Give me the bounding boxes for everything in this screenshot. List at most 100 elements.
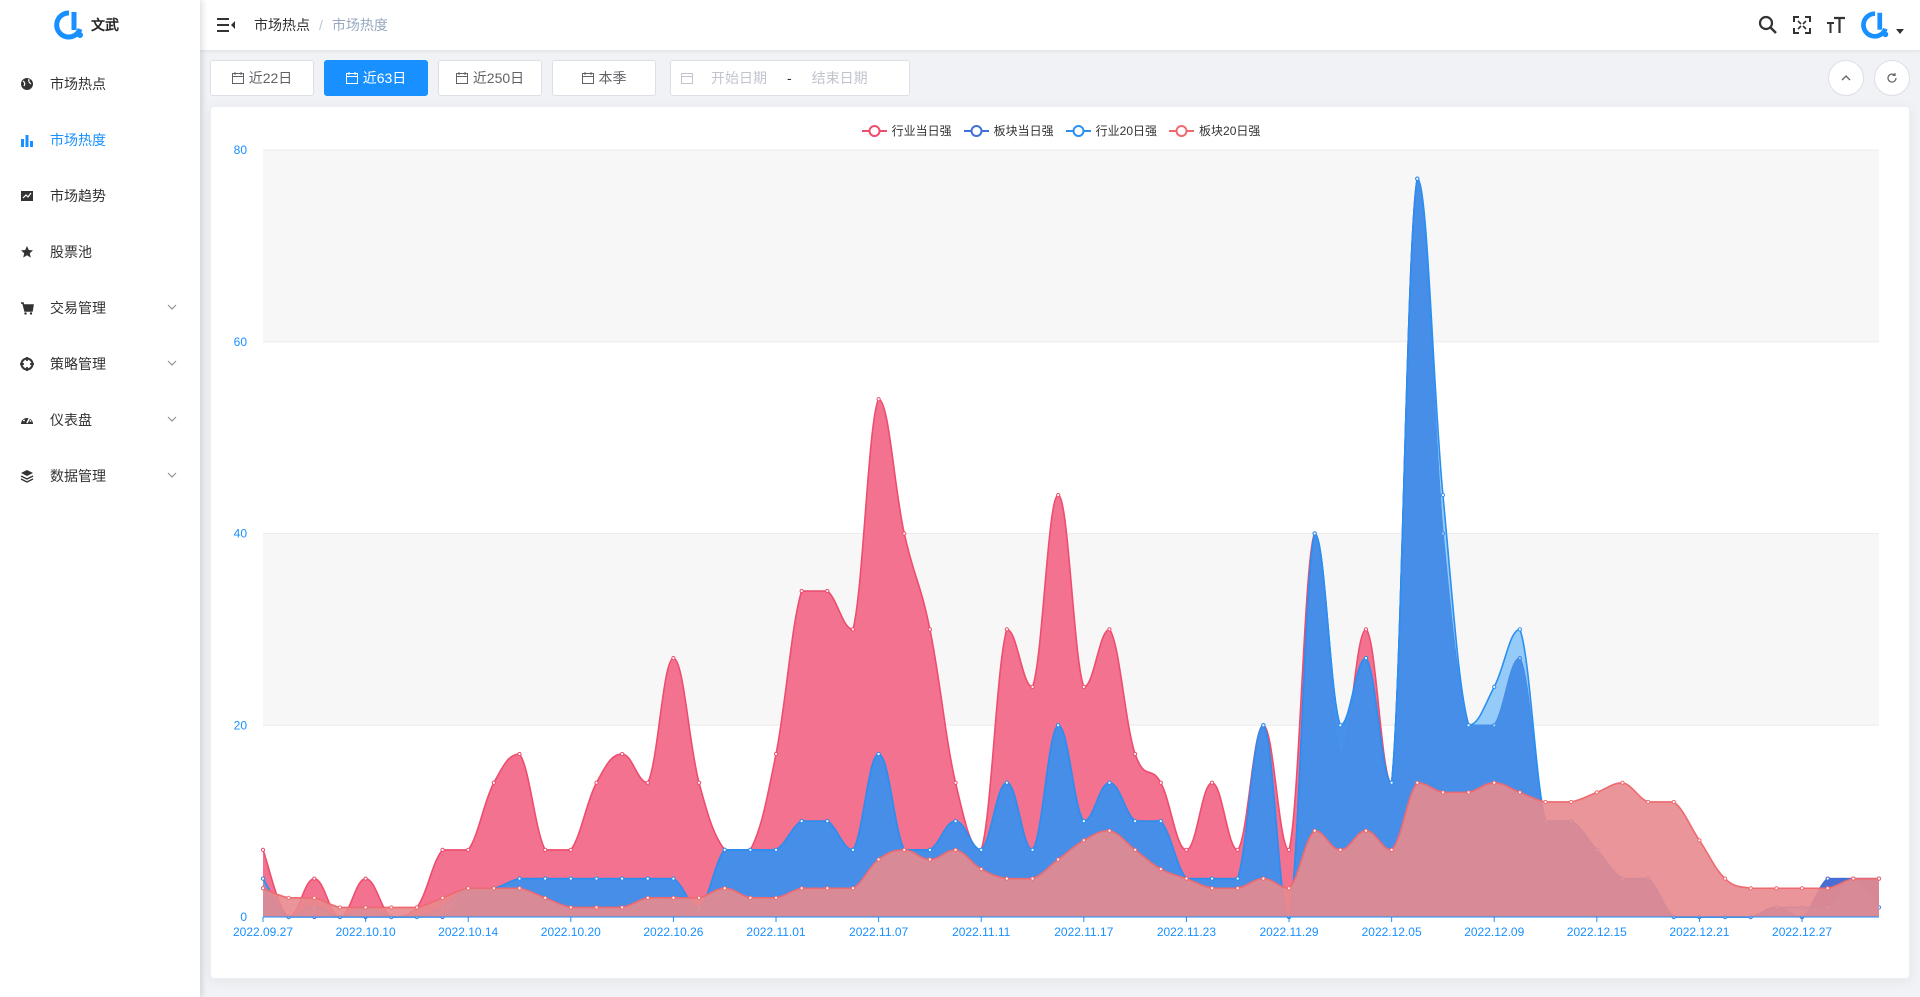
fullscreen-icon[interactable]: [1792, 15, 1812, 35]
data-point: [1671, 799, 1676, 805]
chart-panel: 行业当日强 板块当日强 行业20日强 板块20日强 0 20 40 60 80 2022.09.…: [210, 106, 1910, 979]
data-point: [543, 876, 548, 881]
data-point: [1107, 780, 1112, 785]
avatar[interactable]: [1860, 9, 1892, 41]
data-point: [1825, 876, 1830, 881]
sidebar-item-2[interactable]: 市场趋势: [0, 168, 200, 224]
chevron-down-icon: [167, 472, 177, 478]
data-point: [1799, 886, 1805, 891]
data-point: [1620, 780, 1625, 785]
data-point: [1184, 847, 1189, 852]
menu-fold-icon[interactable]: [216, 15, 236, 35]
data-point: [312, 895, 317, 900]
data-point: [543, 895, 548, 900]
collapse-button[interactable]: [1828, 60, 1864, 96]
legend-item-0[interactable]: 行业当日强: [861, 122, 952, 139]
data-point: [825, 588, 830, 594]
series-area-2: [263, 178, 1879, 917]
range-button-2[interactable]: 近250日: [438, 60, 542, 96]
start-date-input[interactable]: 开始日期: [711, 70, 767, 86]
data-point: [850, 627, 856, 632]
data-point: [1133, 847, 1138, 852]
data-point: [773, 895, 779, 900]
breadcrumb-item-market-hotspot[interactable]: 市场热点: [254, 17, 310, 33]
data-point: [1209, 886, 1215, 891]
range-button-label: 近250日: [472, 70, 525, 86]
data-point: [1030, 684, 1035, 690]
legend-item-2[interactable]: 行业20日强: [1065, 122, 1157, 139]
range-toolbar: 近22日 近63日 近250日 本季 开始日期 - 结束日期: [210, 60, 1910, 96]
range-button-0[interactable]: 近22日: [210, 60, 314, 96]
layers-icon: [20, 470, 34, 483]
breadcrumb-separator: /: [319, 17, 323, 33]
data-point: [1081, 819, 1086, 824]
data-point: [876, 857, 881, 862]
data-point: [1158, 866, 1163, 872]
chevron-up-icon: [1841, 75, 1851, 81]
data-point: [1876, 876, 1882, 881]
data-point: [312, 876, 317, 881]
legend-symbol: [1065, 124, 1091, 137]
data-point: [1338, 723, 1343, 728]
data-point: [568, 847, 573, 852]
data-point: [645, 780, 650, 785]
x-tick-label: 2022.11.01: [746, 925, 805, 939]
y-tick-label: 60: [234, 335, 248, 349]
sidebar-item-label: 市场趋势: [50, 188, 106, 204]
search-icon[interactable]: [1758, 15, 1778, 35]
data-point: [363, 905, 368, 910]
data-point: [1440, 790, 1446, 795]
x-tick-label: 2022.11.29: [1259, 925, 1318, 939]
legend-item-3[interactable]: 板块20日强: [1169, 122, 1260, 139]
sidebar-item-3[interactable]: 股票池: [0, 224, 200, 280]
calendar-icon: [345, 72, 358, 84]
range-button-1[interactable]: 近63日: [324, 60, 428, 96]
calendar-icon: [231, 72, 244, 84]
data-point: [1389, 780, 1394, 785]
end-date-input[interactable]: 结束日期: [811, 70, 868, 86]
caret-down-icon[interactable]: [1896, 29, 1904, 35]
crosshair-icon: [20, 357, 34, 371]
sidebar-item-6[interactable]: 仪表盘: [0, 392, 200, 448]
y-tick-label: 40: [234, 527, 248, 541]
sidebar-item-7[interactable]: 数据管理: [0, 448, 200, 504]
data-point: [568, 876, 573, 881]
cart-icon: [21, 302, 34, 315]
data-point: [1209, 876, 1215, 881]
range-button-label: 近63日: [362, 70, 407, 86]
data-point: [1389, 847, 1394, 852]
data-point: [389, 905, 394, 910]
data-point: [1261, 876, 1266, 881]
range-button-3[interactable]: 本季: [552, 60, 656, 96]
refresh-button[interactable]: [1874, 60, 1910, 96]
calendar-icon: [681, 73, 693, 84]
data-point: [799, 886, 804, 891]
sidebar-item-5[interactable]: 策略管理: [0, 336, 200, 392]
legend-item-1[interactable]: 板块当日强: [963, 122, 1054, 139]
data-point: [1235, 847, 1240, 852]
data-point: [722, 886, 727, 891]
data-point: [825, 886, 830, 891]
data-point: [1184, 876, 1189, 881]
data-point: [1697, 838, 1702, 843]
date-range-picker[interactable]: 开始日期 - 结束日期: [670, 60, 910, 96]
data-point: [440, 847, 445, 852]
sidebar-item-4[interactable]: 交易管理: [0, 280, 200, 336]
x-tick-label: 2022.12.21: [1669, 925, 1729, 939]
data-point: [1415, 176, 1420, 181]
data-point: [1851, 876, 1856, 881]
app-logo[interactable]: 文武: [0, 0, 200, 50]
data-point: [363, 876, 368, 881]
calendar-icon: [581, 72, 594, 84]
sidebar-item-1[interactable]: 市场热度: [0, 112, 200, 168]
chevron-down-icon: [167, 416, 177, 422]
data-point: [491, 886, 496, 891]
x-tick-label: 2022.11.17: [1054, 925, 1113, 939]
data-point: [1543, 799, 1548, 805]
data-point: [1030, 876, 1035, 881]
data-point: [645, 876, 650, 881]
font-size-icon[interactable]: [1826, 15, 1846, 35]
data-point: [1107, 627, 1112, 632]
data-point: [953, 819, 958, 824]
sidebar-item-0[interactable]: 市场热点: [0, 56, 200, 112]
